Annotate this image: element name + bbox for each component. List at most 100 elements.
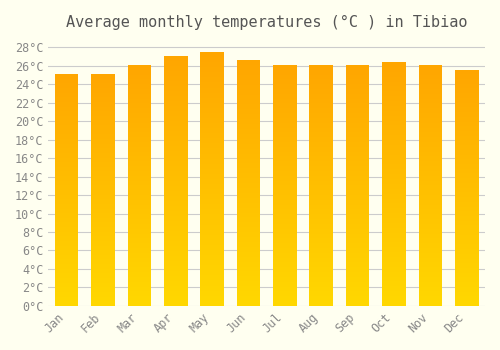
- Bar: [418, 212, 442, 214]
- Bar: [200, 174, 224, 176]
- Bar: [418, 299, 442, 301]
- Bar: [54, 164, 78, 167]
- Bar: [310, 65, 333, 67]
- Bar: [418, 209, 442, 212]
- Bar: [455, 91, 478, 93]
- Bar: [91, 162, 115, 164]
- Bar: [455, 74, 478, 77]
- Bar: [236, 220, 260, 222]
- Bar: [164, 133, 188, 136]
- Bar: [54, 287, 78, 289]
- Bar: [91, 137, 115, 139]
- Bar: [418, 159, 442, 161]
- Bar: [164, 91, 188, 93]
- Bar: [54, 153, 78, 155]
- Bar: [455, 282, 478, 285]
- Bar: [310, 292, 333, 294]
- Bar: [346, 238, 370, 241]
- Bar: [382, 211, 406, 213]
- Bar: [54, 232, 78, 234]
- Bar: [164, 191, 188, 193]
- Bar: [273, 111, 296, 113]
- Bar: [382, 84, 406, 86]
- Bar: [382, 130, 406, 133]
- Bar: [382, 96, 406, 99]
- Bar: [273, 178, 296, 181]
- Bar: [455, 296, 478, 299]
- Bar: [273, 267, 296, 270]
- Bar: [128, 246, 151, 248]
- Bar: [273, 284, 296, 287]
- Bar: [382, 94, 406, 96]
- Bar: [128, 91, 151, 94]
- Bar: [91, 100, 115, 102]
- Bar: [128, 200, 151, 202]
- Bar: [310, 84, 333, 86]
- Bar: [382, 101, 406, 104]
- Bar: [382, 169, 406, 172]
- Bar: [164, 181, 188, 183]
- Bar: [346, 255, 370, 258]
- Bar: [273, 248, 296, 250]
- Bar: [382, 67, 406, 69]
- Bar: [164, 128, 188, 131]
- Bar: [418, 241, 442, 243]
- Bar: [310, 127, 333, 130]
- Bar: [236, 276, 260, 279]
- Bar: [128, 120, 151, 123]
- Bar: [455, 178, 478, 181]
- Bar: [236, 281, 260, 284]
- Bar: [346, 250, 370, 253]
- Bar: [382, 201, 406, 203]
- Bar: [310, 173, 333, 176]
- Bar: [273, 166, 296, 168]
- Bar: [310, 219, 333, 222]
- Bar: [273, 156, 296, 159]
- Bar: [455, 280, 478, 282]
- Bar: [455, 162, 478, 164]
- Bar: [54, 243, 78, 246]
- Bar: [164, 166, 188, 168]
- Bar: [200, 222, 224, 225]
- Bar: [54, 118, 78, 120]
- Bar: [273, 207, 296, 209]
- Bar: [418, 111, 442, 113]
- Bar: [455, 232, 478, 235]
- Bar: [200, 250, 224, 252]
- Bar: [54, 186, 78, 188]
- Bar: [455, 112, 478, 114]
- Bar: [346, 200, 370, 202]
- Bar: [346, 186, 370, 188]
- Bar: [54, 109, 78, 111]
- Bar: [418, 171, 442, 173]
- Bar: [310, 303, 333, 306]
- Bar: [455, 169, 478, 171]
- Bar: [200, 67, 224, 70]
- Bar: [128, 219, 151, 222]
- Bar: [91, 160, 115, 162]
- Bar: [346, 212, 370, 214]
- Bar: [91, 269, 115, 271]
- Bar: [128, 171, 151, 173]
- Bar: [273, 243, 296, 246]
- Bar: [310, 159, 333, 161]
- Bar: [164, 253, 188, 256]
- Bar: [310, 86, 333, 89]
- Bar: [164, 268, 188, 271]
- Bar: [346, 156, 370, 159]
- Bar: [310, 265, 333, 267]
- Bar: [236, 200, 260, 203]
- Bar: [54, 283, 78, 285]
- Bar: [236, 301, 260, 303]
- Bar: [128, 214, 151, 217]
- Bar: [236, 210, 260, 212]
- Bar: [236, 102, 260, 105]
- Bar: [455, 204, 478, 206]
- Bar: [54, 229, 78, 232]
- Bar: [200, 191, 224, 194]
- Bar: [418, 296, 442, 299]
- Bar: [236, 82, 260, 85]
- Bar: [164, 101, 188, 103]
- Bar: [200, 298, 224, 301]
- Bar: [273, 108, 296, 111]
